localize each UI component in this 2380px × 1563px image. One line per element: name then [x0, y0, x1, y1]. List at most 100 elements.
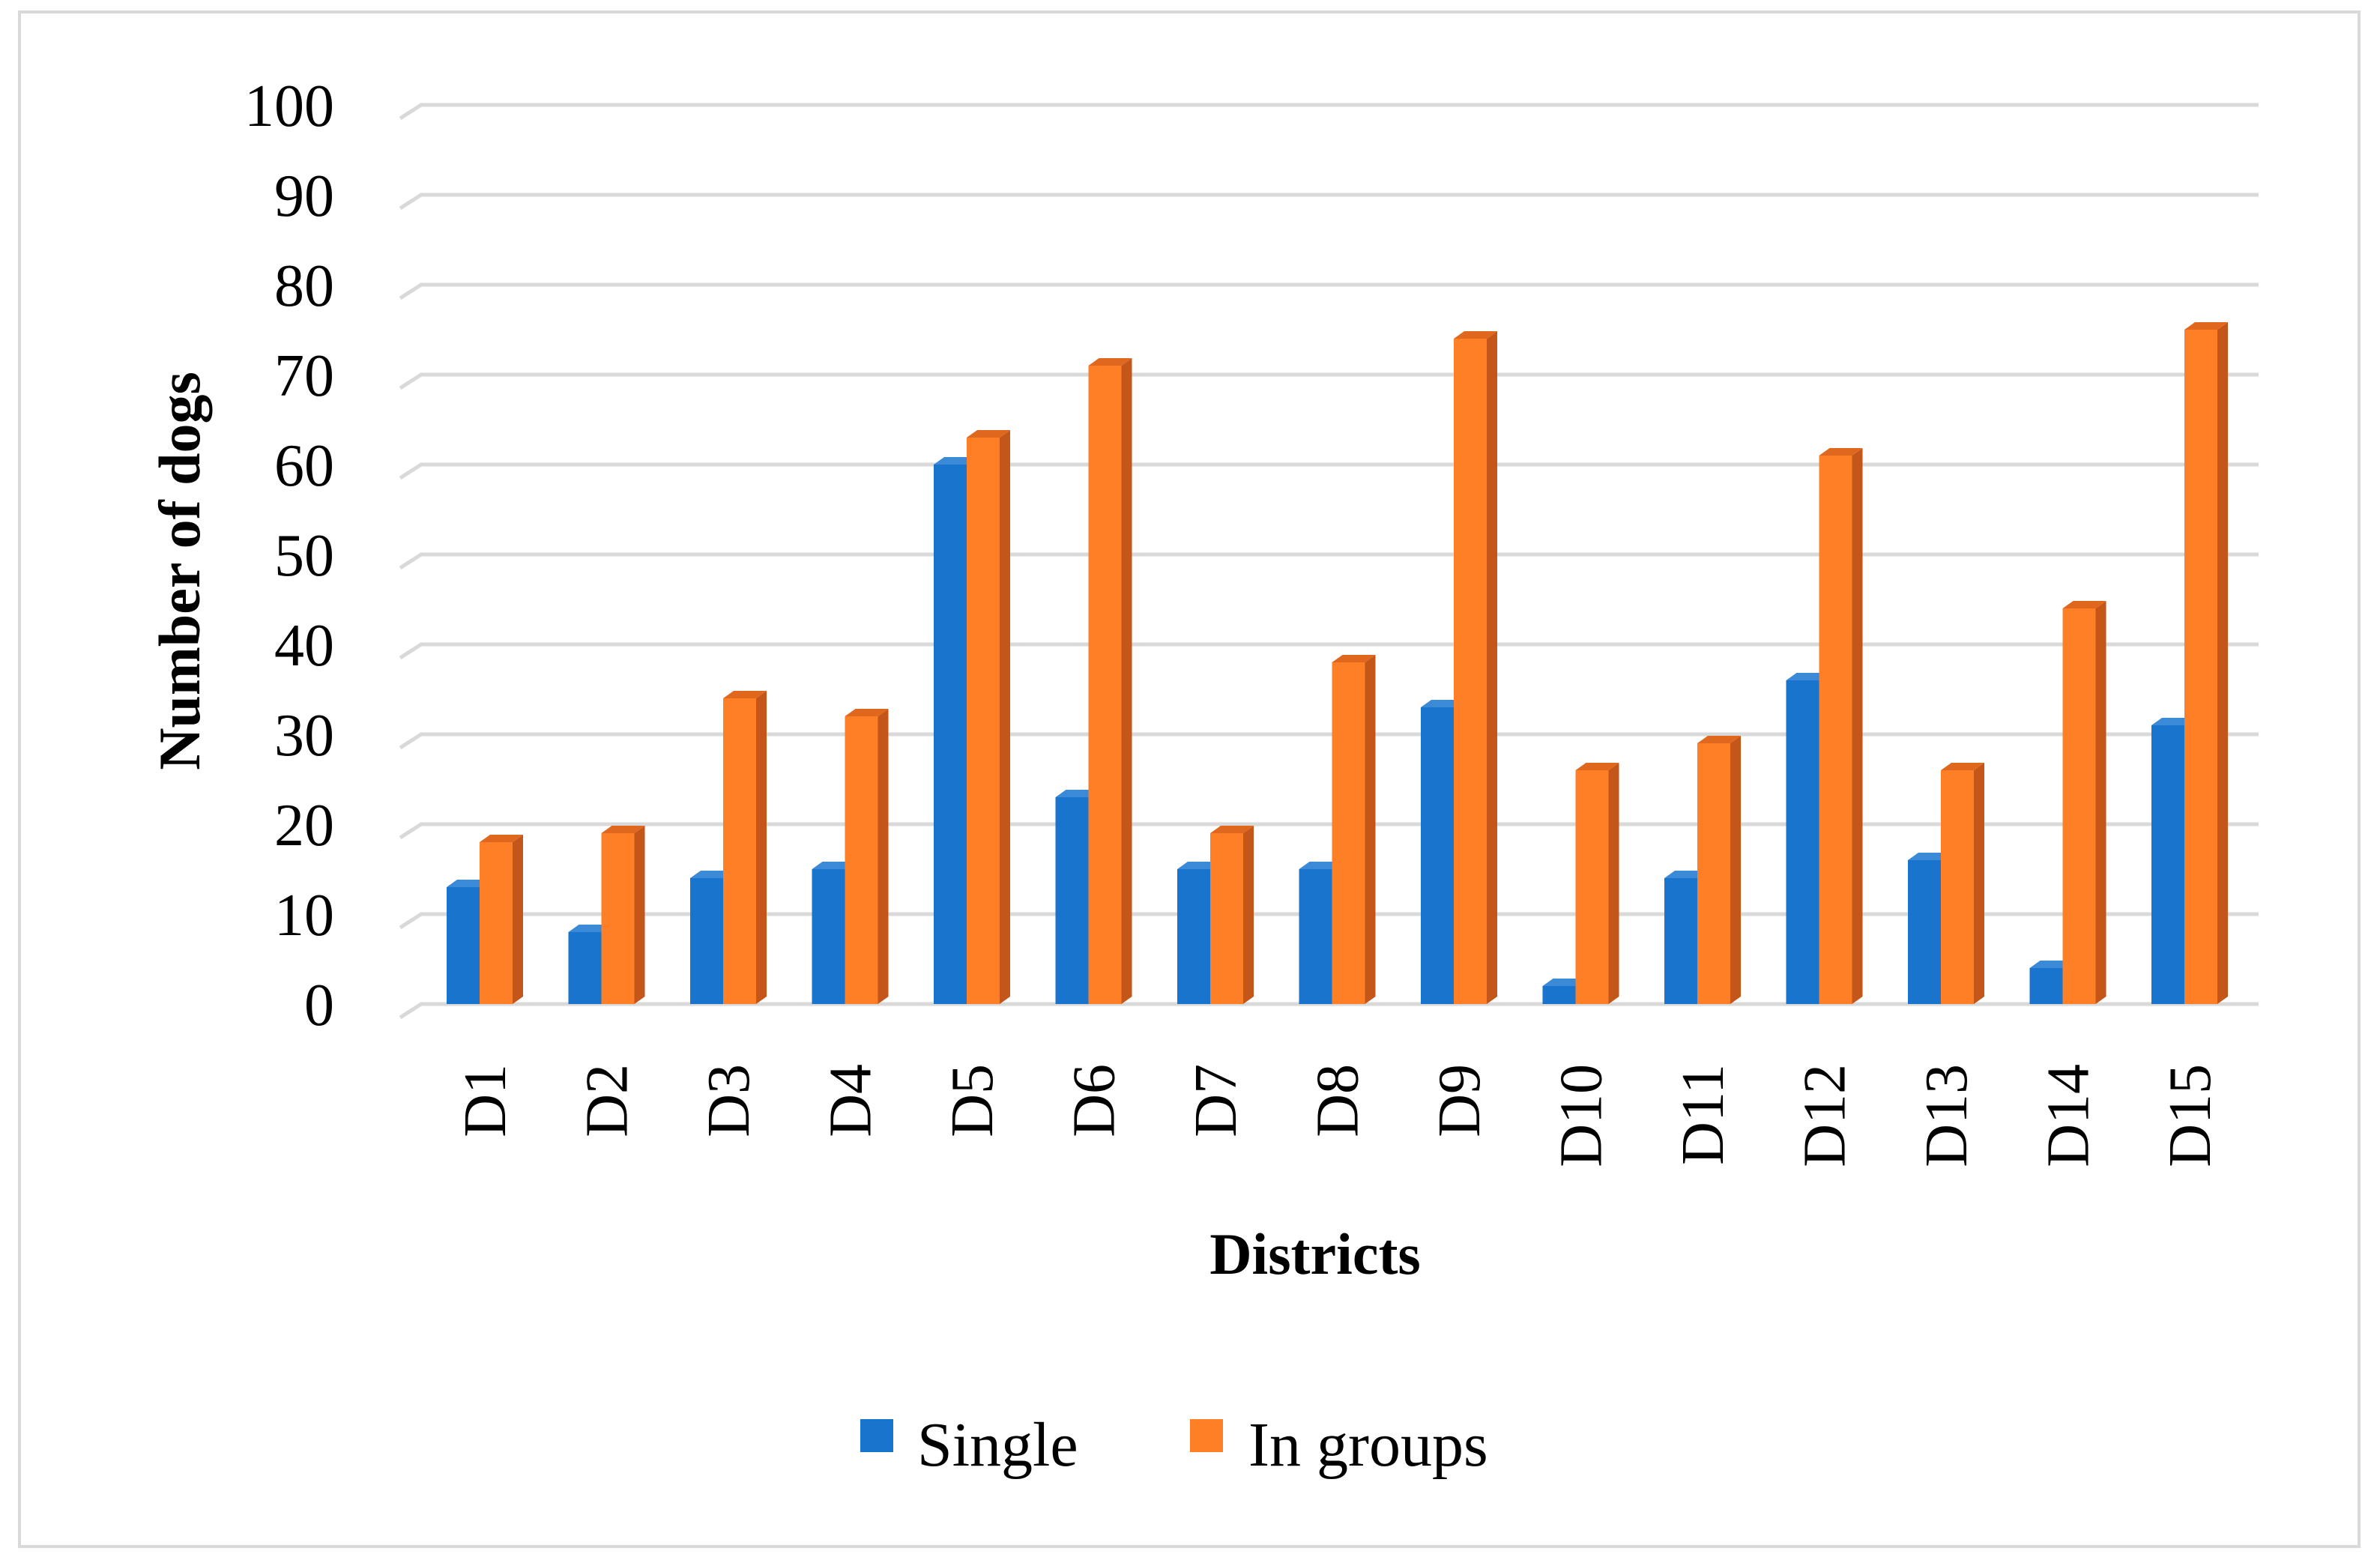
- bar-front: [1786, 680, 1819, 1004]
- x-tick-label: D2: [575, 1064, 641, 1137]
- bar-top: [1454, 331, 1497, 339]
- bar-front: [601, 833, 635, 1004]
- x-tick-label: D13: [1914, 1064, 1980, 1167]
- bar-front: [1332, 662, 1365, 1004]
- bar-in-groups-D8: [1332, 655, 1376, 1004]
- bar-side: [1608, 763, 1619, 1004]
- bar-top: [601, 826, 645, 833]
- bar-side: [1487, 331, 1497, 1004]
- bar-top: [568, 925, 612, 932]
- bar-front: [1908, 860, 1941, 1004]
- bar-front: [1575, 770, 1609, 1004]
- bar-in-groups-D13: [1941, 763, 1984, 1004]
- bar-top: [690, 871, 734, 878]
- bar-in-groups-D11: [1697, 736, 1741, 1004]
- y-tick-label: 0: [304, 973, 334, 1039]
- y-tick-label: 40: [274, 613, 334, 679]
- gridline: [399, 642, 2259, 660]
- x-axis-label: Districts: [1209, 1221, 1421, 1287]
- bar-top: [967, 430, 1010, 438]
- bar-top: [2151, 718, 2195, 725]
- x-tick-label: D10: [1549, 1064, 1615, 1167]
- bar-front: [1177, 869, 1210, 1004]
- bar-in-groups-D7: [1210, 826, 1254, 1004]
- bar-side: [756, 691, 767, 1004]
- gridline: [399, 282, 2259, 300]
- bar-side: [634, 826, 645, 1004]
- bar-top: [480, 835, 523, 842]
- bar-in-groups-D4: [845, 709, 889, 1004]
- bar-side: [878, 709, 889, 1004]
- bar-front: [1542, 986, 1576, 1004]
- bar-top: [1210, 826, 1254, 833]
- bar-front: [690, 878, 723, 1004]
- bar-side: [1121, 358, 1132, 1004]
- bar-top: [2029, 961, 2074, 968]
- bar-front: [2184, 330, 2217, 1004]
- bar-front: [1941, 770, 1974, 1004]
- legend-label-in-groups: In groups: [1248, 1410, 1488, 1480]
- y-tick-label: 60: [274, 433, 334, 499]
- x-tick-label: D11: [1670, 1064, 1736, 1165]
- bar-front: [812, 869, 845, 1004]
- bar-front: [2062, 608, 2096, 1004]
- bar-in-groups-D6: [1088, 358, 1132, 1004]
- bar-front: [1697, 743, 1730, 1004]
- bar-top: [1421, 700, 1464, 707]
- y-axis-label: Number of dogs: [147, 372, 212, 770]
- bar-top: [1941, 763, 1984, 770]
- bar-in-groups-D1: [480, 835, 523, 1004]
- gridline: [399, 103, 2259, 121]
- bar-front: [1210, 833, 1243, 1004]
- bar-top: [812, 862, 856, 869]
- bar-side: [2095, 601, 2106, 1004]
- bar-front: [1819, 456, 1852, 1004]
- bar-top: [1332, 655, 1376, 662]
- legend-swatch-single: [860, 1419, 893, 1452]
- bar-top: [1908, 853, 1951, 860]
- bar-top: [1819, 448, 1863, 456]
- x-tick-label: D8: [1305, 1064, 1371, 1137]
- x-tick-label: D3: [696, 1064, 762, 1137]
- bars: [447, 322, 2228, 1004]
- gridline: [399, 193, 2259, 211]
- bar-front: [1088, 366, 1122, 1004]
- bar-top: [447, 880, 490, 887]
- bar-front: [480, 842, 513, 1004]
- bar-in-groups-D10: [1575, 763, 1619, 1004]
- gridline: [399, 462, 2259, 480]
- bar-front: [1299, 869, 1332, 1004]
- bar-in-groups-D3: [723, 691, 767, 1004]
- x-tick-label: D1: [453, 1064, 519, 1137]
- bar-side: [1365, 655, 1376, 1004]
- bar-top: [1542, 979, 1586, 986]
- bar-in-groups-D14: [2062, 601, 2106, 1004]
- bar-in-groups-D15: [2184, 322, 2228, 1004]
- x-tick-label: D6: [1062, 1064, 1128, 1137]
- x-tick-label: D5: [940, 1064, 1006, 1137]
- y-tick-label: 10: [274, 883, 334, 949]
- y-tick-label: 50: [274, 523, 334, 589]
- bar-front: [1454, 339, 1487, 1004]
- bar-side: [513, 835, 523, 1004]
- y-tick-label: 20: [274, 793, 334, 859]
- x-tick-label: D7: [1183, 1064, 1249, 1137]
- bar-front: [2029, 968, 2063, 1004]
- gridline: [399, 822, 2259, 840]
- y-tick-label: 30: [274, 703, 334, 769]
- bar-front: [934, 465, 967, 1004]
- x-tick-label: D12: [1792, 1064, 1858, 1167]
- legend: Single In groups: [860, 1410, 1488, 1480]
- bar-top: [934, 457, 977, 465]
- gridline: [399, 912, 2259, 930]
- bar-top: [2062, 601, 2106, 608]
- bar-front: [1055, 797, 1089, 1004]
- y-tick-label: 90: [274, 163, 334, 229]
- bar-in-groups-D5: [967, 430, 1010, 1004]
- bar-top: [1697, 736, 1741, 743]
- y-tick-label: 70: [274, 343, 334, 409]
- bar-side: [2217, 322, 2228, 1004]
- bar-top: [845, 709, 889, 716]
- gridline: [399, 552, 2259, 570]
